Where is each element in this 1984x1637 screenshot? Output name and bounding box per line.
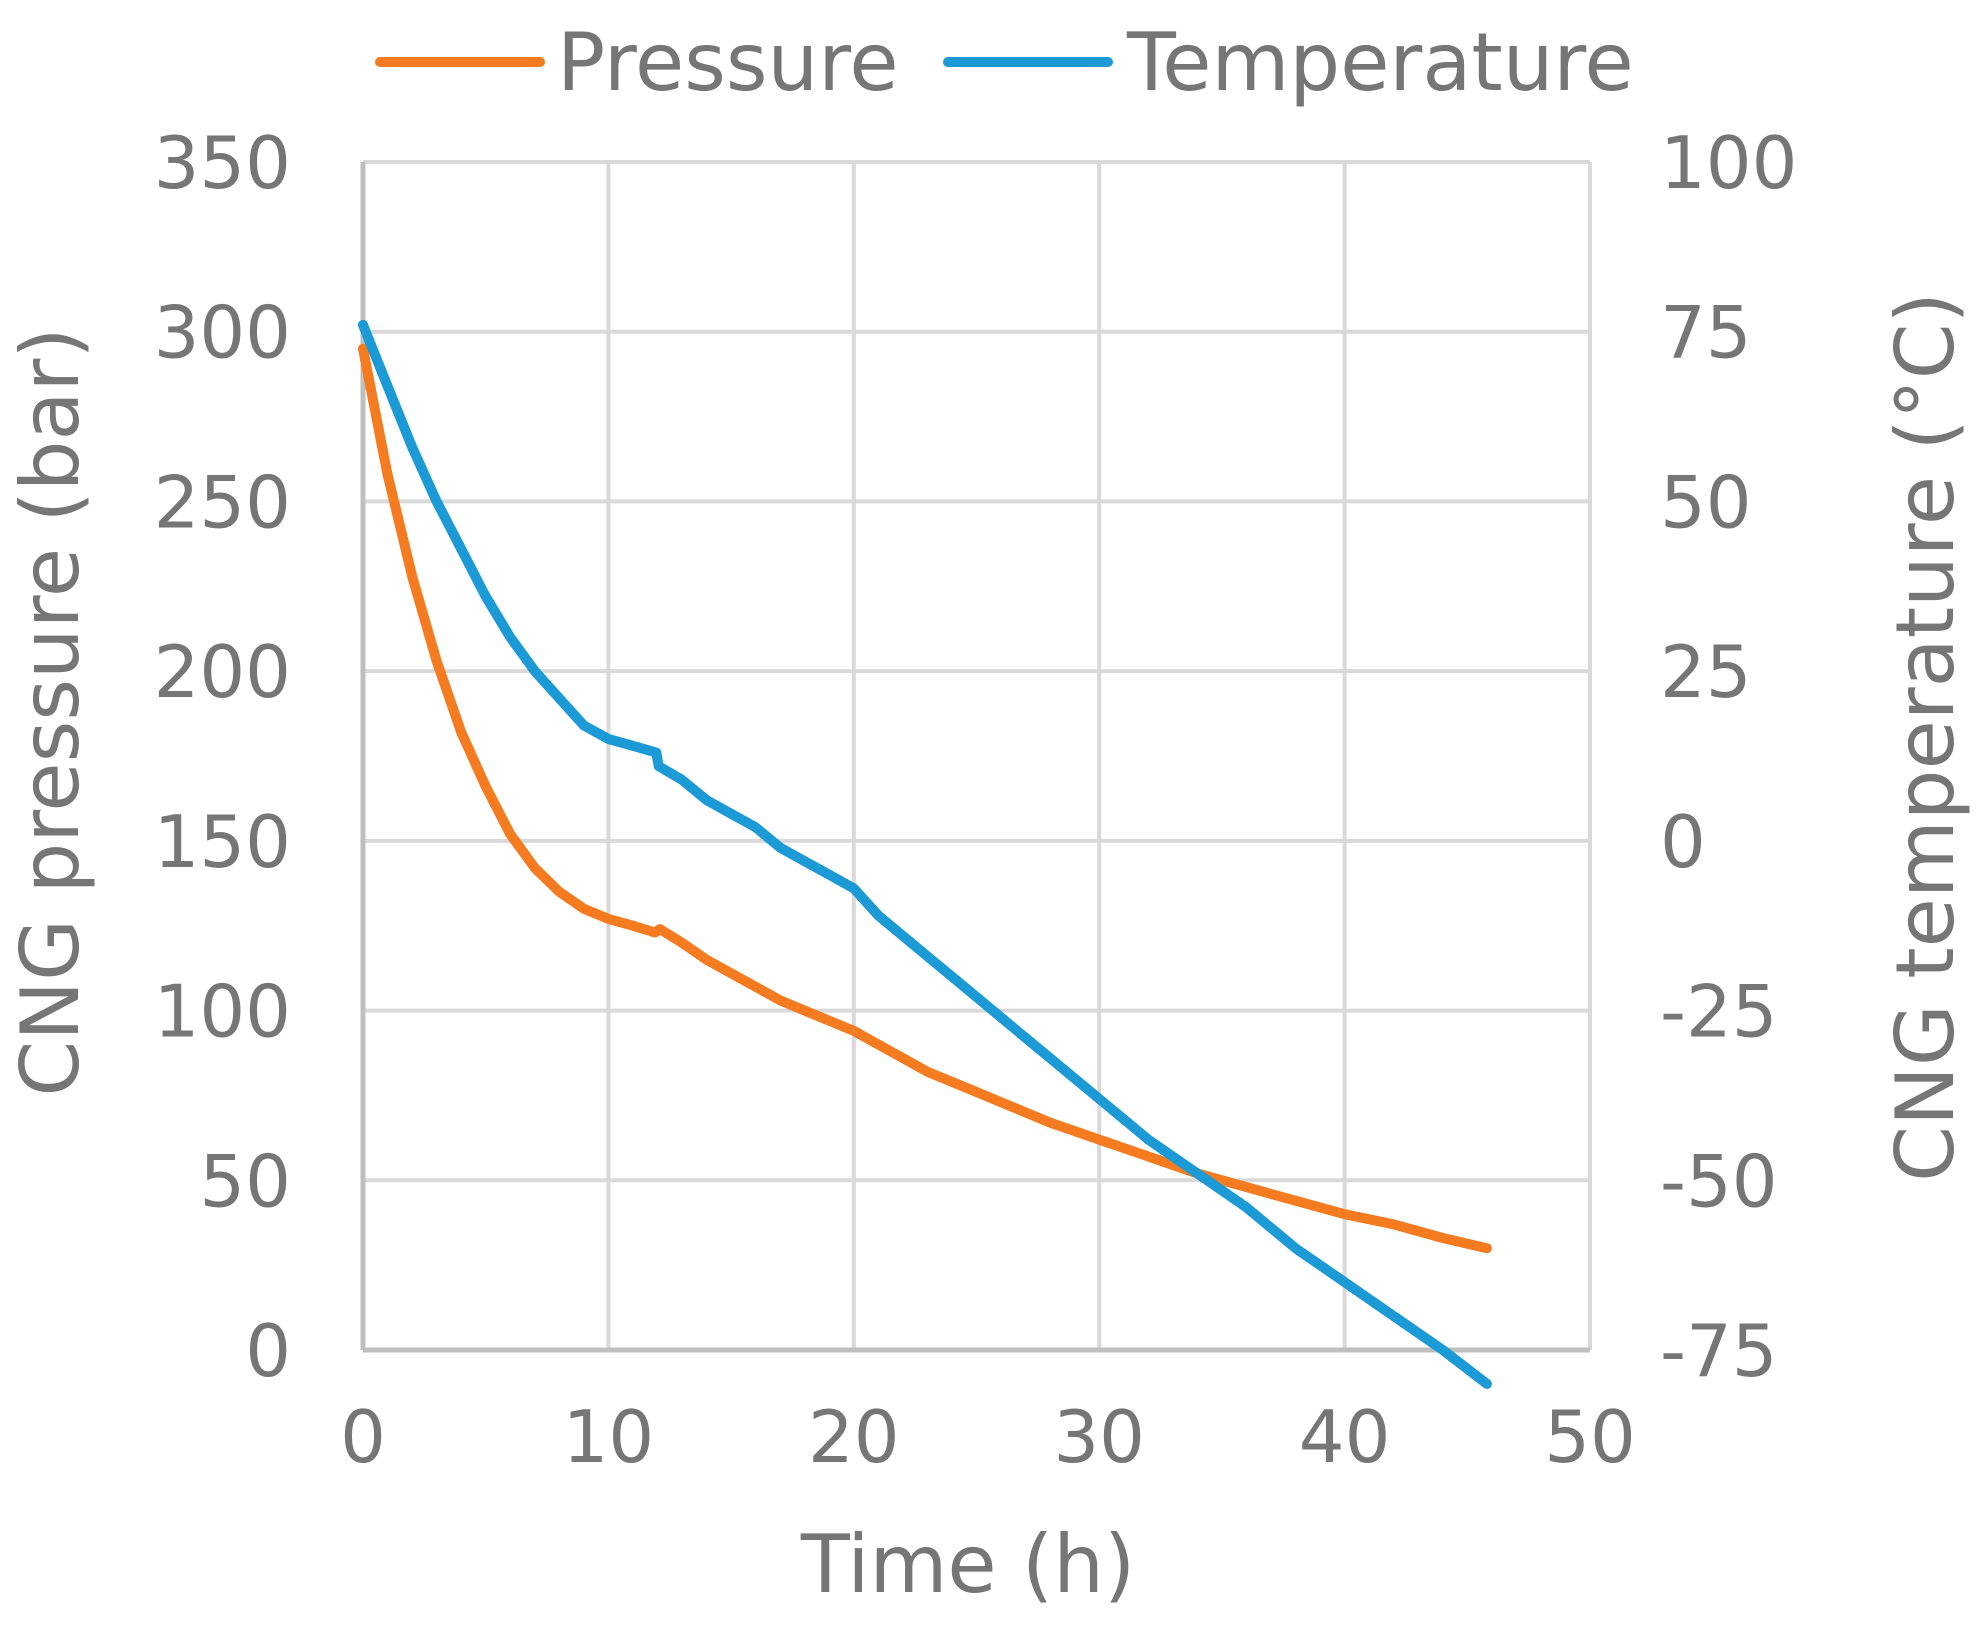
y2-axis-title: CNG temperature (°C) (1879, 292, 1972, 1182)
axes (360, 162, 1590, 1353)
y-tick-label: 250 (154, 460, 291, 544)
y2-tick-label: 25 (1660, 630, 1752, 714)
y2-tick-label: 100 (1660, 121, 1797, 205)
x-tick-label: 0 (340, 1395, 386, 1479)
x-tick-label: 50 (1544, 1395, 1636, 1479)
x-tick-label: 20 (808, 1395, 900, 1479)
legend-label-pressure: Pressure (557, 16, 899, 109)
x-tick-label: 10 (563, 1395, 655, 1479)
series (358, 319, 1492, 1389)
y-tick-label: 0 (245, 1309, 291, 1393)
legend: Pressure Temperature (375, 16, 1634, 109)
y-tick-label: 100 (154, 970, 291, 1054)
x-tick-label: 30 (1053, 1395, 1145, 1479)
x-axis-title: Time (h) (800, 1518, 1135, 1611)
gridlines (361, 160, 1592, 1352)
y-tick-label: 200 (154, 630, 291, 714)
y-tick-label: 300 (154, 291, 291, 375)
series-line-pressure (358, 343, 1492, 1254)
y2-tick-label: 50 (1660, 460, 1752, 544)
y2-tick-label: -50 (1660, 1139, 1778, 1223)
legend-label-temperature: Temperature (1126, 16, 1634, 109)
y-tick-label: 150 (154, 800, 291, 884)
y-tick-label: 350 (154, 121, 291, 205)
y-tick-label: 50 (199, 1139, 291, 1223)
y2-tick-label: 0 (1660, 800, 1706, 884)
y2-tick-label: 75 (1660, 291, 1752, 375)
series-line-temperature (358, 319, 1492, 1389)
y-axis-title: CNG pressure (bar) (4, 327, 97, 1096)
y2-tick-label: -25 (1660, 970, 1778, 1054)
tick-labels: 0 10 20 30 40 50050100150200250300350-75-50-2… (154, 121, 1798, 1479)
x-tick-label: 40 (1299, 1395, 1391, 1479)
y2-tick-label: -75 (1660, 1309, 1778, 1393)
